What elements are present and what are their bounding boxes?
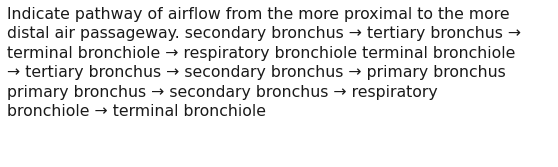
- Text: Indicate pathway of airflow from the more proximal to the more
distal air passag: Indicate pathway of airflow from the mor…: [7, 7, 521, 119]
